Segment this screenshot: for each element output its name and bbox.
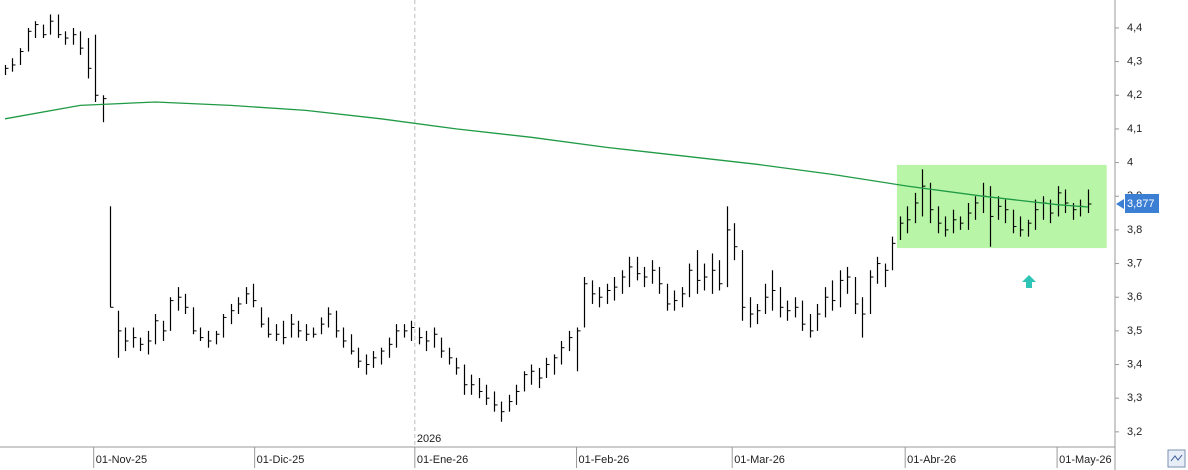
last-price-box xyxy=(1125,193,1159,213)
y-tick-label: 3,5 xyxy=(1127,325,1142,337)
y-tick-label: 4,1 xyxy=(1127,123,1142,135)
x-tick-label: 01-Ene-26 xyxy=(417,454,468,466)
y-tick-label: 3,4 xyxy=(1127,358,1142,370)
y-tick-label: 3,7 xyxy=(1127,257,1142,269)
last-price-label: 3,877 xyxy=(1127,198,1155,210)
y-tick-label: 4,3 xyxy=(1127,56,1142,68)
corner-icon-glyph xyxy=(1170,454,1183,462)
x-tick-label: 01-Abr-26 xyxy=(907,454,956,466)
arrow-marker xyxy=(1022,275,1036,288)
y-tick-label: 3,6 xyxy=(1127,291,1142,303)
y-tick-label: 3,2 xyxy=(1127,426,1142,438)
y-tick-label: 4 xyxy=(1127,156,1133,168)
y-tick-label: 3,3 xyxy=(1127,392,1142,404)
year-label: 2026 xyxy=(417,433,441,445)
plot-area: 01-Nov-25 01-Dic-25 01-Ene-26 01-Feb-26 01-M… xyxy=(4,0,1112,468)
y-tick-label: 4,2 xyxy=(1127,89,1142,101)
x-tick-label: 01-May-26 xyxy=(1059,454,1112,466)
highlight-zone xyxy=(896,164,1107,249)
moving-average xyxy=(4,101,1088,208)
y-tick-label: 3,8 xyxy=(1127,224,1142,236)
x-tick-label: 01-Mar-26 xyxy=(734,454,785,466)
x-tick-label: 01-Dic-25 xyxy=(257,454,305,466)
x-tick-label: 01-Feb-26 xyxy=(579,454,630,466)
x-tick-label: 01-Nov-25 xyxy=(96,454,147,466)
y-tick-label: 4,4 xyxy=(1127,22,1142,34)
last-price-pointer xyxy=(1116,198,1124,209)
